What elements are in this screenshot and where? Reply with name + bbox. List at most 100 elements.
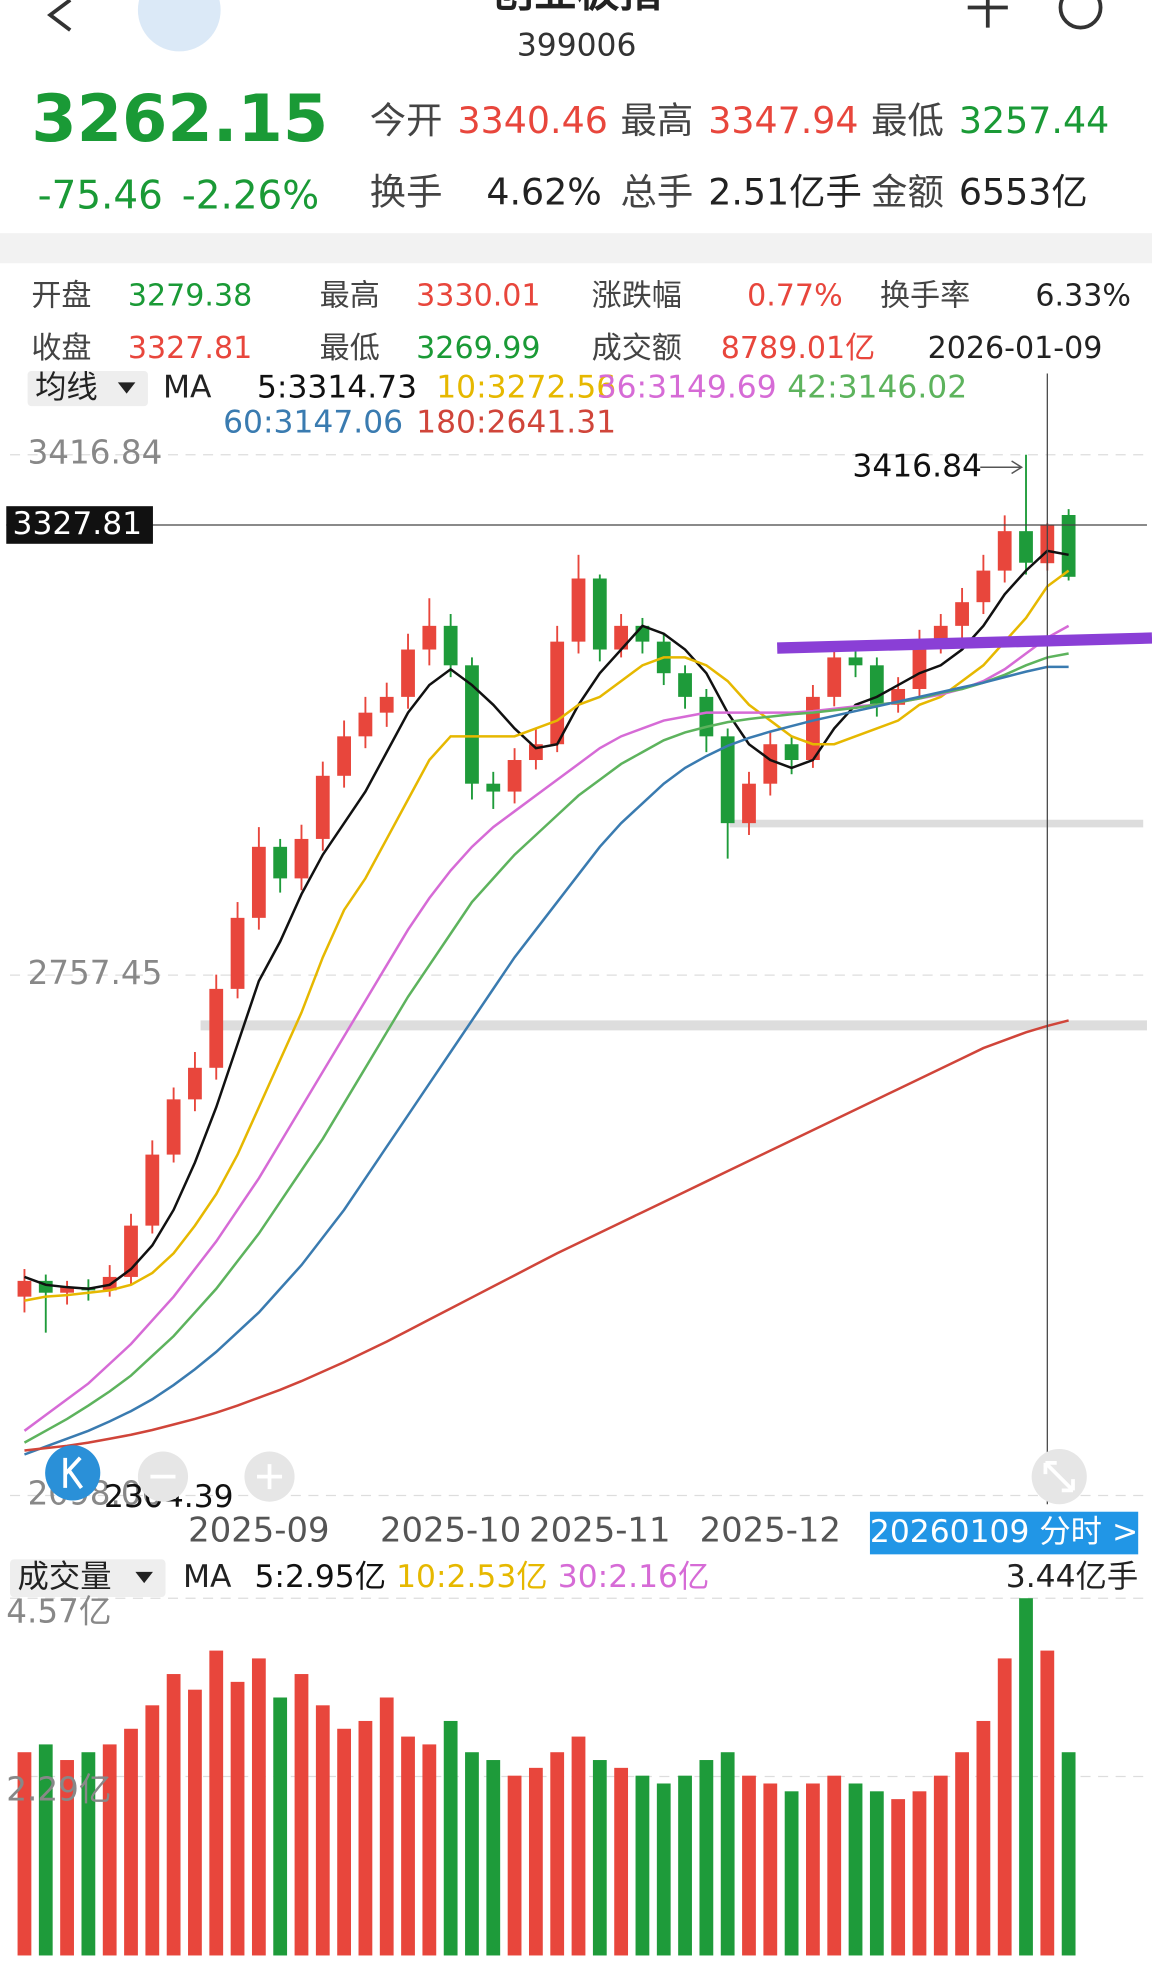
volume-bar xyxy=(486,1760,501,1956)
volume-bar xyxy=(294,1674,309,1956)
volume-bar xyxy=(933,1775,948,1956)
stat-value: 3347.94 xyxy=(708,99,858,142)
volume-bar xyxy=(188,1689,202,1956)
candle-body xyxy=(997,531,1012,571)
indicator-menu-box[interactable] xyxy=(27,371,148,407)
ma-line xyxy=(24,665,1069,1456)
volume-bar xyxy=(678,1775,692,1956)
volume-bar xyxy=(1040,1650,1055,1956)
legend-entry: 180:2641.31 xyxy=(416,405,616,441)
price-plot: 2098.062757.453416.843327.813416.842304.… xyxy=(6,373,1147,1515)
info-label: 最低 xyxy=(320,331,380,366)
x-tick-label: 2025-10 xyxy=(380,1510,521,1549)
candle-body xyxy=(145,1154,160,1226)
info-value: 3269.99 xyxy=(416,331,540,366)
dropdown-icon xyxy=(117,382,136,394)
candle-body xyxy=(166,1099,181,1155)
change-pct: -2.26% xyxy=(182,174,319,219)
info-value: 3279.38 xyxy=(128,279,252,314)
volume-bar xyxy=(337,1728,351,1956)
separator xyxy=(0,233,1152,264)
volume-bar xyxy=(869,1791,884,1956)
volume-bar xyxy=(848,1783,863,1956)
indicator-menu[interactable]: 均线 xyxy=(35,370,98,406)
candle-body xyxy=(592,578,607,650)
avatar[interactable] xyxy=(137,0,221,52)
candle-body xyxy=(17,1280,32,1297)
legend-entry: 42:3146.02 xyxy=(787,370,967,406)
volume-bar xyxy=(784,1791,799,1956)
volume-bar xyxy=(81,1752,96,1956)
volume-plot: 4.57亿 2.29亿 xyxy=(6,1592,1147,1956)
volume-bar xyxy=(699,1760,714,1956)
change: -75.46 xyxy=(38,174,163,219)
volume-bar xyxy=(145,1705,160,1956)
legend-entry: 5:2.95亿 xyxy=(254,1559,386,1595)
volume-title[interactable]: 成交量 xyxy=(18,1559,112,1595)
volume-bar xyxy=(614,1767,629,1956)
volume-bar xyxy=(891,1799,906,1956)
ma-line xyxy=(24,549,1069,1291)
candle-body xyxy=(763,744,778,784)
stat-label: 换手 xyxy=(370,170,443,213)
crosshair-box xyxy=(6,506,153,544)
stat-label: 今开 xyxy=(370,99,443,142)
candle-body xyxy=(486,783,501,792)
info-label: 最高 xyxy=(320,279,380,314)
candle-body xyxy=(38,1280,53,1293)
volume-bar xyxy=(827,1775,842,1956)
candle-body xyxy=(337,736,351,776)
stat-value: 3257.44 xyxy=(959,99,1109,142)
legend-entry: 5:3314.73 xyxy=(257,370,417,406)
stat-value: 3340.46 xyxy=(458,99,608,142)
volume-bar xyxy=(251,1658,266,1956)
back-button[interactable] xyxy=(47,0,72,32)
candle-body xyxy=(912,641,927,689)
period-button-box[interactable] xyxy=(869,1511,1139,1555)
volume-bar xyxy=(976,1720,991,1956)
candle-body xyxy=(614,625,629,650)
y-tick-label: 2.29亿 xyxy=(6,1770,111,1808)
volume-bar xyxy=(379,1697,394,1956)
candle-body xyxy=(1061,515,1076,577)
info-value: 3330.01 xyxy=(416,279,540,314)
candle-body xyxy=(60,1287,74,1293)
code: 399006 xyxy=(517,27,637,63)
volume-bar xyxy=(955,1752,969,1956)
zoom-in-icon xyxy=(256,1464,283,1490)
candle-body xyxy=(976,570,991,603)
volume-ma-label: MA xyxy=(183,1559,232,1595)
candle-body xyxy=(933,625,948,642)
dropdown-icon xyxy=(135,1571,153,1584)
candle-body xyxy=(230,917,245,989)
volume-bar xyxy=(742,1775,756,1956)
add-button[interactable] xyxy=(967,0,1008,28)
search-button[interactable] xyxy=(1058,0,1103,30)
candle-body xyxy=(699,696,714,737)
stat-value: 4.62% xyxy=(486,170,601,213)
candle-body xyxy=(465,665,479,784)
candle-body xyxy=(273,846,288,879)
info-label: 成交额 xyxy=(592,331,682,366)
info-label: 开盘 xyxy=(31,279,91,314)
volume-bar xyxy=(763,1783,778,1956)
x-tick-label: 2025-09 xyxy=(188,1510,329,1549)
candle-body xyxy=(550,641,565,745)
volume-bar xyxy=(1061,1752,1076,1956)
high-label: 3416.84 xyxy=(852,448,982,484)
stat-label: 最低 xyxy=(871,99,944,142)
stat-label: 总手 xyxy=(620,170,693,213)
stat-label: 金额 xyxy=(871,170,944,213)
info-label: 收盘 xyxy=(31,331,91,366)
ma-label: MA xyxy=(163,370,212,406)
stat-value: 2.51亿手 xyxy=(708,170,862,213)
candle-body xyxy=(678,673,692,697)
stat-value: 6553亿 xyxy=(959,170,1088,213)
period-button[interactable]: 20260109 分时 > xyxy=(870,1514,1138,1550)
volume-menu-box[interactable] xyxy=(10,1559,166,1597)
high-arrow xyxy=(980,460,1024,475)
volume-bar xyxy=(60,1760,74,1956)
candle-body xyxy=(251,846,266,918)
